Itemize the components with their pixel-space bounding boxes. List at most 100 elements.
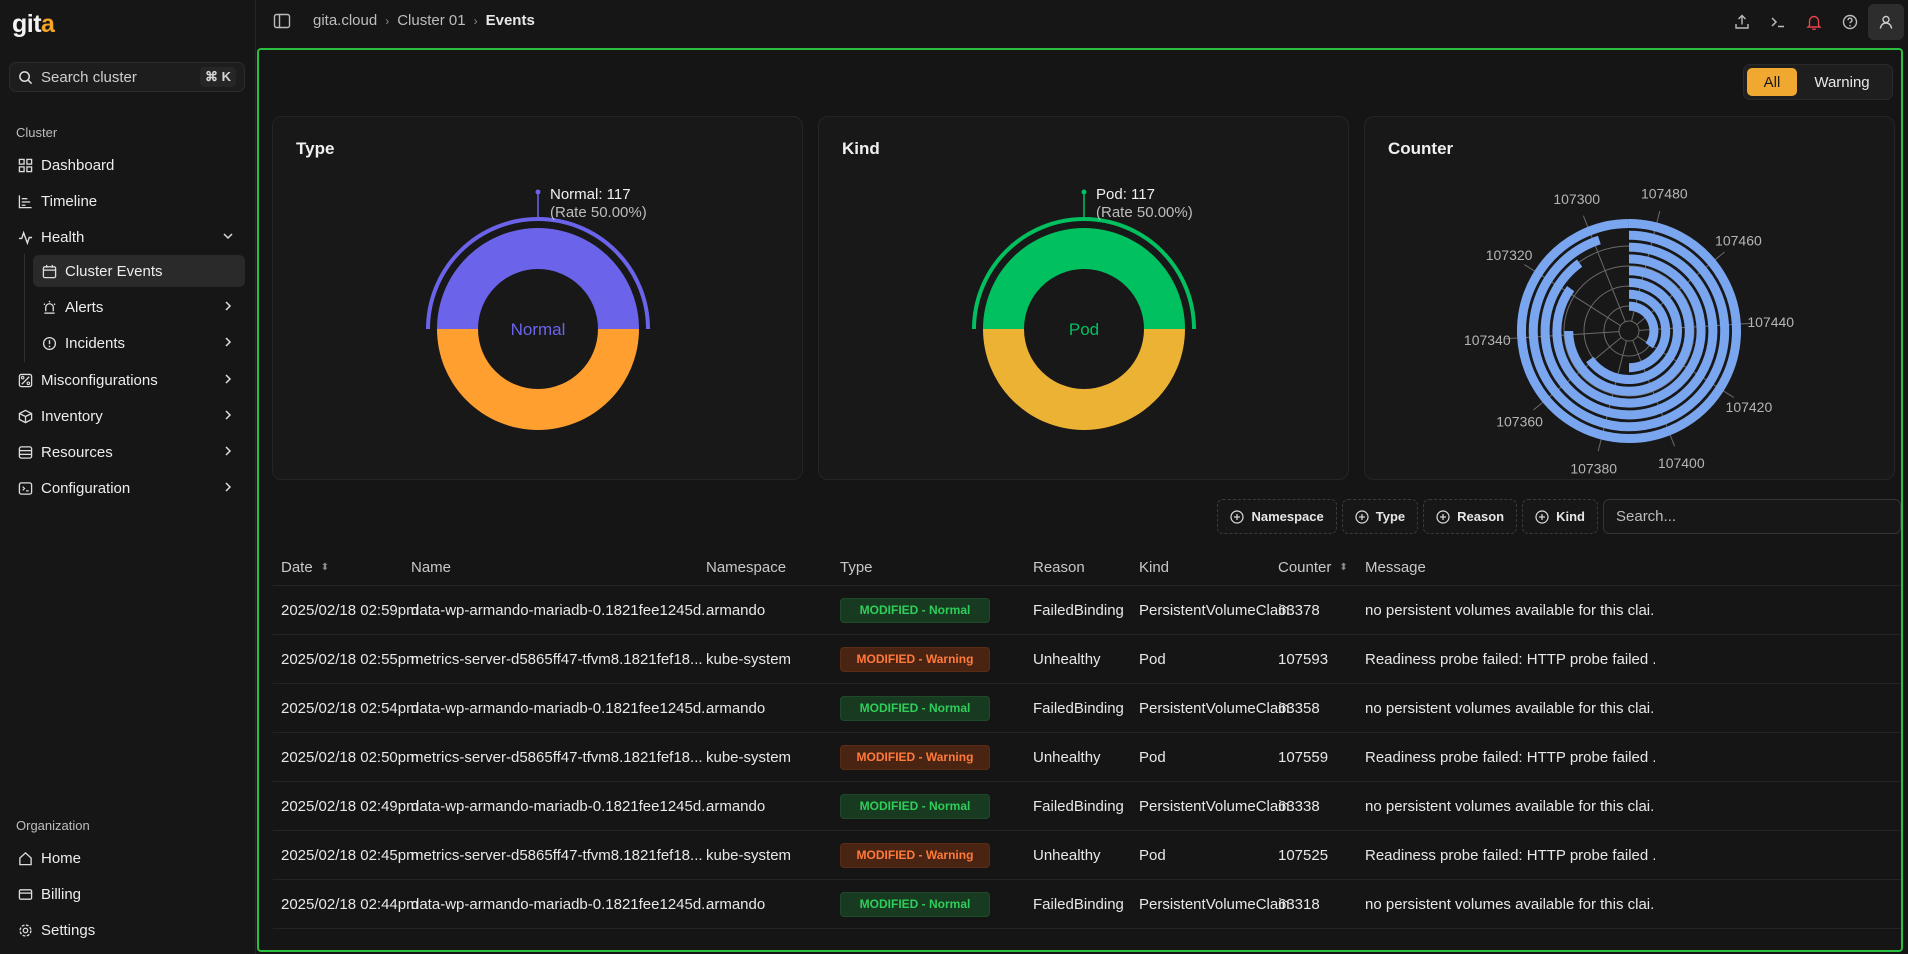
sidebar-toggle-icon[interactable] (273, 12, 291, 30)
table-body: 2025/02/18 02:59pm data-wp-armando-mariad… (273, 586, 1901, 929)
sidebar-item-label: Dashboard (41, 156, 115, 174)
sidebar-item-billing[interactable]: Billing (9, 878, 245, 910)
cell-reason: FailedBinding (1033, 699, 1124, 717)
box-icon (17, 408, 33, 424)
cell-counter: 63338 (1278, 797, 1320, 815)
type-badge: MODIFIED - Normal (840, 695, 990, 721)
tooltip-leader-dot (535, 189, 541, 195)
angle-tick-label: 107400 (1658, 455, 1705, 471)
filter-type-button[interactable]: Type (1341, 499, 1419, 534)
cell-reason: FailedBinding (1033, 797, 1124, 815)
table-row[interactable]: 2025/02/18 02:54pm data-wp-armando-mariad… (273, 684, 1901, 733)
cell-date: 2025/02/18 02:54pm (281, 699, 419, 717)
column-header-kind: Kind (1139, 559, 1170, 576)
sidebar-item-incidents[interactable]: Incidents (33, 327, 245, 359)
cell-namespace: armando (706, 601, 766, 619)
sidebar-item-dashboard[interactable]: Dashboard (9, 149, 245, 181)
search-placeholder: Search cluster (41, 68, 137, 86)
cell-date: 2025/02/18 02:45pm (281, 846, 419, 864)
cell-type: MODIFIED - Warning (840, 635, 1030, 683)
table-row[interactable]: 2025/02/18 02:59pm data-wp-armando-mariad… (273, 586, 1901, 635)
filter-reason-button[interactable]: Reason (1423, 499, 1518, 534)
tooltip-rate-text: (Rate 50.00%) (550, 204, 647, 221)
column-header-counter[interactable]: Counter ⬍ (1278, 550, 1358, 585)
cell-namespace: armando (706, 895, 766, 913)
help-icon[interactable] (1832, 4, 1868, 40)
resources-icon (17, 444, 33, 460)
sidebar-item-settings[interactable]: Settings (9, 914, 245, 946)
table-row[interactable]: 2025/02/18 02:55pm metrics-server-d5865ff… (273, 635, 1901, 684)
config-icon (17, 480, 33, 496)
cell-counter: 63358 (1278, 699, 1320, 717)
radial-bar (1628, 289, 1671, 373)
sidebar-item-label: Incidents (65, 334, 126, 352)
logo[interactable]: gita (12, 10, 55, 39)
cell-name: metrics-server-d5865ff47-tfvm8.1821fef18… (411, 748, 703, 766)
type-chart-title: Type (296, 139, 335, 158)
breadcrumb-item-root[interactable]: gita.cloud (313, 12, 378, 29)
plus-circle-icon (1230, 509, 1245, 524)
sidebar-item-label: Health (41, 228, 85, 246)
table-row[interactable]: 2025/02/18 02:44pm data-wp-armando-mariad… (273, 880, 1901, 929)
sidebar-item-inventory[interactable]: Inventory (9, 400, 245, 432)
sidebar-item-timeline[interactable]: Timeline (9, 185, 245, 217)
sidebar-item-misconfigurations[interactable]: Misconfigurations (9, 364, 245, 396)
sidebar-item-home[interactable]: Home (9, 842, 245, 874)
cell-type: MODIFIED - Warning (840, 733, 1030, 781)
cell-type: MODIFIED - Normal (840, 684, 1030, 732)
chevron-right-icon (225, 337, 232, 347)
cell-message: no persistent volumes available for this… (1365, 895, 1655, 913)
cell-kind: PersistentVolumeClaim (1139, 797, 1289, 815)
counter-chart-card: Counter 107300 107480 107460 107440 107420 10… (1364, 116, 1895, 480)
column-header-date[interactable]: Date ⬍ (281, 550, 431, 585)
chevron-right-icon (225, 374, 232, 384)
cell-reason: Unhealthy (1033, 650, 1101, 668)
breadcrumb: gita.cloud › Cluster 01 › Events (313, 12, 535, 29)
sidebar-item-configuration[interactable]: Configuration (9, 472, 245, 504)
counter-chart-title: Counter (1388, 139, 1454, 158)
type-badge: MODIFIED - Warning (840, 744, 990, 770)
sidebar-item-label: Alerts (65, 298, 104, 316)
sidebar-item-cluster-events[interactable]: Cluster Events (33, 255, 245, 287)
kind-chart-card: Kind Pod: 117 (Rate 50.00%) Pod (818, 116, 1349, 480)
radial-bar (1528, 230, 1730, 432)
search-cluster-input[interactable]: Search cluster ⌘ K (9, 62, 245, 92)
sidebar-item-alerts[interactable]: Alerts (33, 291, 245, 323)
breadcrumb-separator-icon: › (473, 13, 478, 28)
toggle-warning-button[interactable]: Warning (1814, 73, 1870, 91)
cell-counter: 63318 (1278, 895, 1320, 913)
donut-slice-other (983, 329, 1185, 430)
cell-date: 2025/02/18 02:59pm (281, 601, 419, 619)
upload-icon[interactable] (1724, 4, 1760, 40)
highlight-arc (426, 217, 650, 330)
cell-message: no persistent volumes available for this… (1365, 601, 1655, 619)
sidebar-item-health[interactable]: Health (9, 221, 245, 253)
cluster-section-label: Cluster (16, 125, 58, 140)
alert-circle-icon (41, 335, 57, 351)
cell-message: no persistent volumes available for this… (1365, 699, 1655, 717)
table-search-input[interactable] (1603, 499, 1901, 534)
table-row[interactable]: 2025/02/18 02:49pm data-wp-armando-mariad… (273, 782, 1901, 831)
cell-name: metrics-server-d5865ff47-tfvm8.1821fef18… (411, 846, 703, 864)
table-row[interactable]: 2025/02/18 02:45pm metrics-server-d5865ff… (273, 831, 1901, 880)
filter-kind-button[interactable]: Kind (1522, 499, 1598, 534)
toggle-all-button[interactable]: All (1747, 68, 1797, 96)
breadcrumb-item-cluster[interactable]: Cluster 01 (397, 12, 466, 29)
filter-namespace-button[interactable]: Namespace (1217, 499, 1337, 534)
cell-kind: Pod (1139, 650, 1166, 668)
terminal-icon[interactable] (1760, 4, 1796, 40)
logo-accent: a (41, 10, 55, 38)
sidebar-item-label: Resources (41, 443, 113, 461)
user-icon[interactable] (1868, 4, 1904, 40)
table-row[interactable]: 2025/02/18 02:50pm metrics-server-d5865ff… (273, 733, 1901, 782)
bell-icon[interactable] (1796, 4, 1832, 40)
search-shortcut: ⌘ K (200, 67, 236, 87)
breadcrumb-separator-icon: › (385, 13, 390, 28)
cell-kind: PersistentVolumeClaim (1139, 699, 1289, 717)
sidebar-item-label: Inventory (41, 407, 103, 425)
sidebar-item-resources[interactable]: Resources (9, 436, 245, 468)
cell-date: 2025/02/18 02:50pm (281, 748, 419, 766)
cell-date: 2025/02/18 02:55pm (281, 650, 419, 668)
column-header-message: Message (1365, 559, 1426, 576)
